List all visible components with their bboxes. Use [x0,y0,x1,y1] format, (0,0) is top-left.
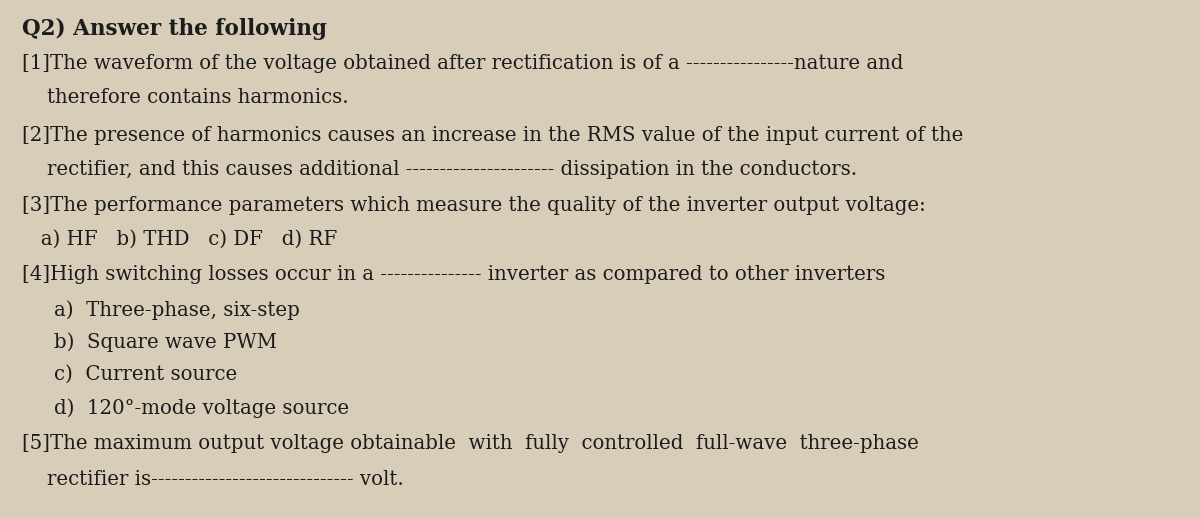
Text: a)  Three-phase, six-step: a) Three-phase, six-step [54,300,300,320]
Text: rectifier is------------------------------ volt.: rectifier is----------------------------… [22,470,403,489]
Text: [3]The performance parameters which measure the quality of the inverter output v: [3]The performance parameters which meas… [22,196,925,215]
Text: d)  120°-mode voltage source: d) 120°-mode voltage source [54,399,349,418]
Text: rectifier, and this causes additional ---------------------- dissipation in the : rectifier, and this causes additional --… [22,160,857,179]
Text: c)  Current source: c) Current source [54,365,238,384]
Text: [1]The waveform of the voltage obtained after rectification is of a ------------: [1]The waveform of the voltage obtained … [22,54,902,74]
Text: [5]The maximum output voltage obtainable  with  fully  controlled  full-wave  th: [5]The maximum output voltage obtainable… [22,434,918,454]
Text: Q2) Answer the following: Q2) Answer the following [22,18,326,40]
Text: a) HF   b) THD   c) DF   d) RF: a) HF b) THD c) DF d) RF [22,229,337,249]
Text: b)  Square wave PWM: b) Square wave PWM [54,332,277,352]
Text: [2]The presence of harmonics causes an increase in the RMS value of the input cu: [2]The presence of harmonics causes an i… [22,126,962,145]
Text: therefore contains harmonics.: therefore contains harmonics. [22,88,348,107]
Text: [4]High switching losses occur in a --------------- inverter as compared to othe: [4]High switching losses occur in a ----… [22,265,884,284]
